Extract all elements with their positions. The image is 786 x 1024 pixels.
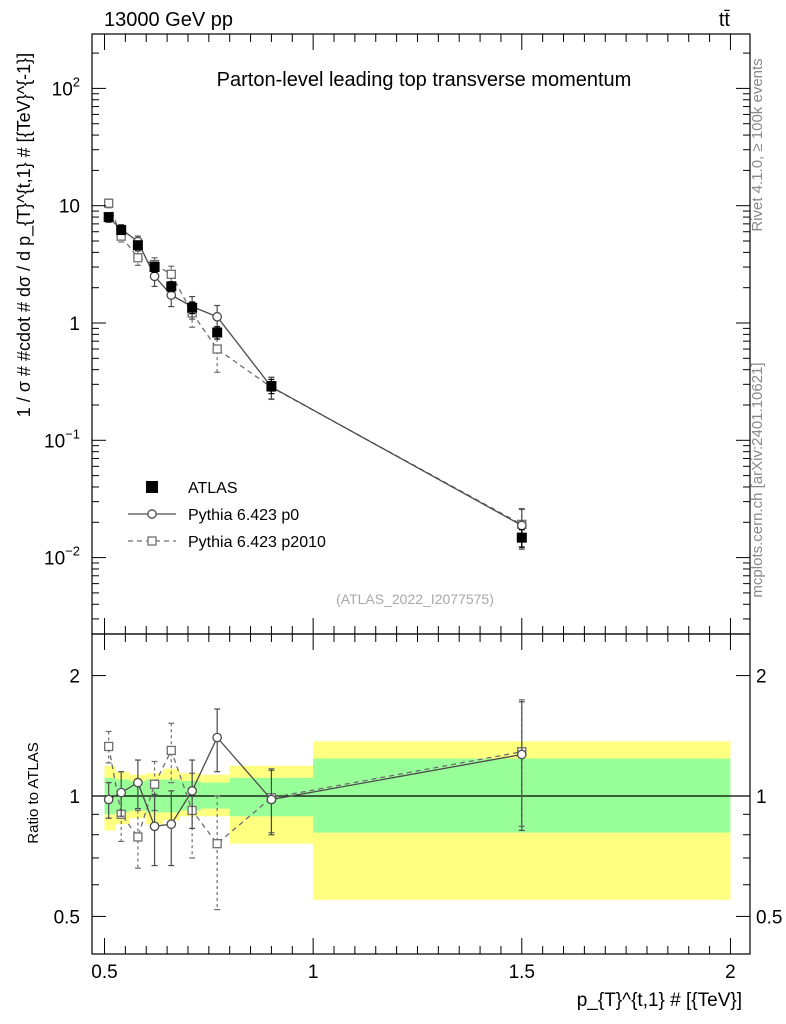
ratio-pythia-6-423-p0-marker bbox=[187, 786, 197, 796]
main-pythia-6-423-p0-marker bbox=[212, 311, 223, 322]
ratio-plot-frame bbox=[91, 633, 751, 955]
ratio-pythia-6-423-p0-marker bbox=[166, 819, 177, 830]
main-pythia-6-423-p0-marker bbox=[149, 271, 160, 282]
ratio-pythia-6-423-p0-marker bbox=[149, 821, 160, 832]
main-y-tick-label: 1 bbox=[69, 314, 80, 335]
main-plot-title: Parton-level leading top transverse mome… bbox=[217, 69, 632, 91]
legend-atlas-marker bbox=[146, 481, 158, 493]
main-y-tick-label: 102 bbox=[52, 74, 80, 100]
ratio-plot-content bbox=[92, 699, 750, 911]
main-plot-content bbox=[103, 198, 527, 550]
main-y-axis-label: 1 / σ # #cdot # dσ / d p_{T}^{t,1} # [{T… bbox=[14, 53, 35, 417]
ratio-axis-ticks bbox=[92, 634, 750, 954]
main-panel: Parton-level leading top transverse mome… bbox=[14, 33, 751, 635]
ratio-y-tick-label-left: 1 bbox=[69, 787, 80, 808]
main-y-tick-label: 10−1 bbox=[44, 426, 80, 452]
ratio-y-tick-labels: 0.5 0.5 1 1 2 2 bbox=[54, 667, 783, 929]
legend-pythia-6-423-p0-label: Pythia 6.423 p0 bbox=[188, 507, 299, 524]
x-tick-labels: 0.5 1 1.5 2 bbox=[91, 962, 735, 983]
legend-pythia-6-423-p2010-marker bbox=[147, 536, 157, 546]
ratio-pythia-6-423-p0-marker bbox=[133, 777, 143, 788]
main-atlas-marker bbox=[266, 381, 277, 392]
main-pythia-6-423-p0-marker bbox=[516, 520, 527, 531]
x-tick-label: 1.5 bbox=[509, 962, 535, 983]
x-axis-label: p_{T}^{t,1} # [{TeV}] bbox=[577, 990, 742, 1011]
ratio-pythia-6-423-p0-marker bbox=[103, 794, 114, 805]
legend-atlas-label: ATLAS bbox=[188, 480, 238, 497]
main-atlas-marker bbox=[149, 262, 160, 273]
legend-pythia-6-423-p0-marker bbox=[147, 509, 157, 519]
rivet-version-label: Rivet 4.1.0, ≥ 100k events bbox=[749, 58, 766, 231]
x-tick-label: 2 bbox=[725, 962, 736, 983]
mcplots-label: mcplots.cern.ch [arXiv:2401.10621] bbox=[749, 362, 766, 597]
ratio-pythia-6-423-p0-marker bbox=[516, 749, 527, 760]
legend-pythia-6-423-p2010-label: Pythia 6.423 p2010 bbox=[188, 534, 326, 551]
main-pythia-6-423-p0-line bbox=[108, 217, 523, 526]
ratio-pythia-6-423-p2010-marker bbox=[212, 839, 222, 849]
ratio-pythia-6-423-p0-marker bbox=[116, 787, 127, 798]
main-atlas-marker bbox=[166, 281, 177, 292]
energy-label: 13000 GeV pp bbox=[104, 9, 233, 31]
x-tick-label: 1 bbox=[308, 962, 319, 983]
ratio-pythia-6-423-p2010-marker bbox=[149, 779, 160, 789]
ratio-pythia-6-423-p2010-marker bbox=[104, 741, 114, 752]
x-tick-label: 0.5 bbox=[91, 962, 117, 983]
main-axis-ticks bbox=[92, 34, 750, 634]
main-pythia-6-423-p2010-line bbox=[108, 202, 523, 525]
main-y-tick-label: 10 bbox=[59, 197, 80, 218]
ratio-pythia-6-423-p2010-marker bbox=[166, 745, 176, 756]
main-y-tick-label: 10−2 bbox=[44, 544, 80, 570]
main-pythia-6-423-p2010-marker bbox=[133, 253, 143, 263]
ratio-pythia-6-423-p0-marker bbox=[212, 732, 223, 743]
ratio-panel: Ratio to ATLAS 0.5 0.5 1 1 2 2 0.5 1 1.5 2 p_{T}… bbox=[25, 633, 783, 1011]
ratio-y-tick-label-right: 0.5 bbox=[756, 907, 782, 928]
ratio-y-tick-label-left: 2 bbox=[69, 667, 80, 688]
ratio-y-tick-label-right: 1 bbox=[756, 787, 767, 808]
ratio-y-axis-label: Ratio to ATLAS bbox=[25, 742, 42, 843]
main-atlas-marker bbox=[187, 302, 198, 313]
ratio-y-tick-label-left: 0.5 bbox=[54, 907, 80, 928]
ratio-y-tick-label-right: 2 bbox=[756, 667, 767, 688]
analysis-id-label: (ATLAS_2022_I2077575) bbox=[336, 591, 494, 607]
main-pythia-6-423-p2010-marker bbox=[104, 198, 114, 208]
main-pythia-6-423-p2010-marker bbox=[212, 344, 222, 354]
main-atlas-marker bbox=[212, 327, 223, 338]
main-atlas-marker bbox=[103, 212, 114, 223]
process-label: tt̄ bbox=[719, 9, 731, 31]
main-pythia-6-423-p2010-marker bbox=[166, 269, 176, 279]
main-atlas-marker bbox=[132, 240, 143, 251]
legend: ATLAS Pythia 6.423 p0 Pythia 6.423 p2010 bbox=[128, 480, 326, 551]
main-y-tick-labels: 10−2 10−1 1 10 102 bbox=[44, 74, 80, 569]
main-atlas-marker bbox=[516, 532, 527, 543]
ratio-pythia-6-423-p2010-marker bbox=[133, 832, 143, 842]
ratio-pythia-6-423-p0-marker bbox=[266, 794, 277, 805]
main-atlas-marker bbox=[116, 225, 127, 236]
